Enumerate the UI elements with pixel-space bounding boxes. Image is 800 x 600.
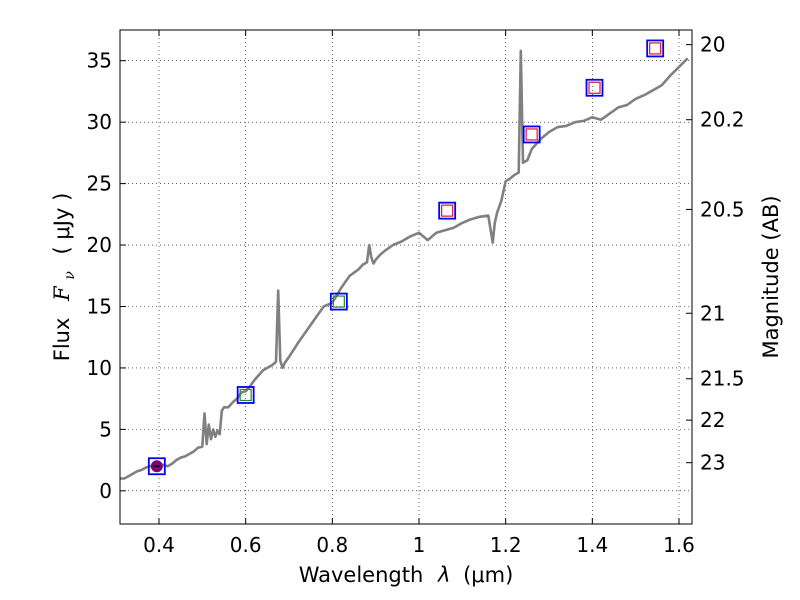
y-axis-label-symbol: F (50, 285, 74, 302)
y-tick-label: 35 (87, 49, 112, 73)
right-tick-label: 23 (700, 451, 725, 475)
x-tick-label: 0.6 (230, 533, 262, 557)
photometry-point (329, 292, 348, 311)
y-tick-label: 20 (87, 233, 112, 257)
x-axis-label: Wavelength λ (μm) (299, 563, 514, 587)
x-tick-label: 1.2 (490, 533, 522, 557)
right-axis-ticks: 20 20.2 20.5 21 21.5 22 23 (686, 33, 745, 475)
y-tick-label: 25 (87, 172, 112, 196)
photometry-point (522, 125, 541, 144)
y-axis-label-units: ( μJy ) (50, 193, 74, 255)
right-tick-label: 21 (700, 301, 725, 325)
photometry-marker-inner (441, 204, 454, 217)
photometry-point (585, 78, 604, 97)
photometry-marker-inner (332, 295, 345, 308)
photometry-marker-inner (239, 388, 252, 402)
right-tick-label: 22 (700, 408, 725, 432)
photometry-point (646, 39, 665, 58)
x-axis-ticks: 0.4 0.6 0.8 1 1.2 1.4 1.6 (143, 30, 695, 557)
photometry-point (236, 386, 255, 404)
plot-frame (119, 29, 693, 525)
y-axis-label-subscript: ν (62, 271, 78, 280)
y-tick-label: 15 (87, 294, 112, 318)
right-axis-label: Magnitude (AB) (759, 195, 783, 358)
x-tick-label: 1 (413, 533, 426, 557)
photometry-marker-outer (236, 386, 255, 404)
x-tick-label: 1.6 (663, 533, 695, 557)
photometry-point (147, 457, 166, 476)
photometry-series (147, 39, 665, 476)
right-tick-label: 21.5 (700, 367, 745, 391)
photometry-marker-inner (588, 81, 601, 94)
y-axis-label: Flux F ν ( μJy ) (50, 193, 79, 362)
y-tick-label: 5 (99, 417, 112, 441)
y-axis-ticks: 0 5 10 15 20 25 30 35 (87, 49, 126, 503)
y-tick-label: 30 (87, 110, 112, 134)
photometry-marker-inner (525, 128, 538, 141)
x-axis-label-units: (μm) (463, 563, 513, 587)
x-tick-label: 0.4 (143, 533, 175, 557)
y-tick-label: 0 (99, 479, 112, 503)
y-axis-label-text: Flux (50, 318, 74, 362)
x-axis-label-symbol: λ (437, 563, 450, 587)
x-tick-label: 0.8 (316, 533, 348, 557)
right-tick-label: 20.2 (700, 108, 745, 132)
y-tick-label: 10 (87, 356, 112, 380)
photometry-point (438, 201, 457, 220)
photometry-marker-outer (438, 201, 457, 220)
photometry-marker-outer (522, 125, 541, 144)
right-tick-label: 20 (700, 33, 725, 57)
x-axis-label-text: Wavelength (299, 563, 424, 587)
photometry-marker-outer (646, 39, 665, 58)
photometry-marker-outer (147, 457, 166, 476)
photometry-marker-outer (585, 78, 604, 97)
photometry-marker-inner (649, 42, 662, 55)
grid-lines (120, 30, 692, 524)
right-tick-label: 20.5 (700, 197, 745, 221)
photometry-marker-outer (329, 292, 348, 311)
x-tick-label: 1.4 (576, 533, 608, 557)
